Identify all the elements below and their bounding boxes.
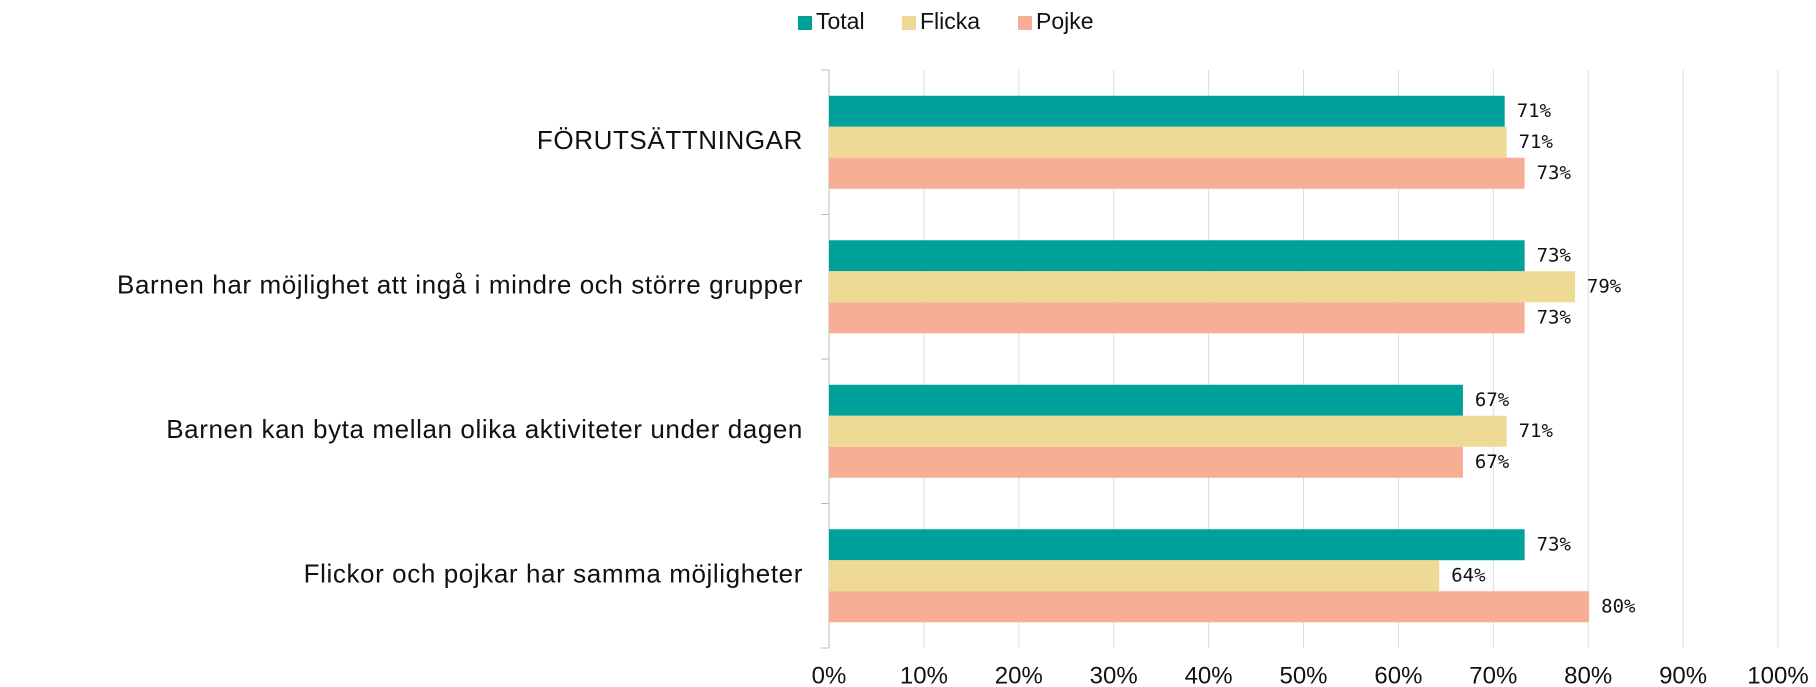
legend-swatch bbox=[798, 16, 812, 30]
x-tick-label: 80% bbox=[1564, 662, 1612, 687]
bar bbox=[829, 302, 1525, 334]
x-tick-label: 60% bbox=[1374, 662, 1422, 687]
category-label: Barnen har möjlighet att ingå i mindre o… bbox=[117, 270, 803, 300]
bar bbox=[829, 126, 1507, 158]
x-tick-label: 0% bbox=[812, 662, 847, 687]
bar bbox=[829, 157, 1525, 189]
bar bbox=[829, 384, 1463, 416]
category-label: FÖRUTSÄTTNINGAR bbox=[537, 125, 803, 155]
x-tick-label: 50% bbox=[1279, 662, 1327, 687]
value-label: 79% bbox=[1587, 275, 1622, 297]
value-label: 67% bbox=[1475, 451, 1510, 473]
x-tick-label: 90% bbox=[1659, 662, 1707, 687]
legend-swatch bbox=[1018, 16, 1032, 30]
value-label: 73% bbox=[1537, 533, 1572, 555]
x-tick-label: 100% bbox=[1747, 662, 1808, 687]
bar bbox=[829, 415, 1507, 447]
value-label: 73% bbox=[1537, 162, 1572, 184]
value-label: 73% bbox=[1537, 306, 1572, 328]
x-tick-label: 70% bbox=[1469, 662, 1517, 687]
value-label: 64% bbox=[1451, 564, 1486, 586]
bar bbox=[829, 95, 1505, 127]
value-label: 67% bbox=[1475, 389, 1510, 411]
legend-label: Flicka bbox=[920, 8, 980, 34]
bar bbox=[829, 529, 1525, 561]
legend-label: Total bbox=[816, 8, 865, 34]
legend-label: Pojke bbox=[1036, 8, 1094, 34]
bar bbox=[829, 560, 1440, 592]
value-label: 71% bbox=[1519, 420, 1554, 442]
category-label: Barnen kan byta mellan olika aktiviteter… bbox=[166, 414, 803, 444]
value-label: 71% bbox=[1517, 100, 1552, 122]
value-label: 73% bbox=[1537, 244, 1572, 266]
x-tick-label: 30% bbox=[1090, 662, 1138, 687]
x-tick-label: 10% bbox=[900, 662, 948, 687]
bar bbox=[829, 240, 1525, 272]
value-label: 80% bbox=[1601, 595, 1636, 617]
bar bbox=[829, 271, 1575, 303]
category-label: Flickor och pojkar har samma möjligheter bbox=[304, 559, 803, 589]
legend-swatch bbox=[902, 16, 916, 30]
bar bbox=[829, 591, 1590, 623]
x-tick-label: 40% bbox=[1185, 662, 1233, 687]
bar bbox=[829, 446, 1463, 478]
value-label: 71% bbox=[1519, 131, 1554, 153]
x-tick-label: 20% bbox=[995, 662, 1043, 687]
